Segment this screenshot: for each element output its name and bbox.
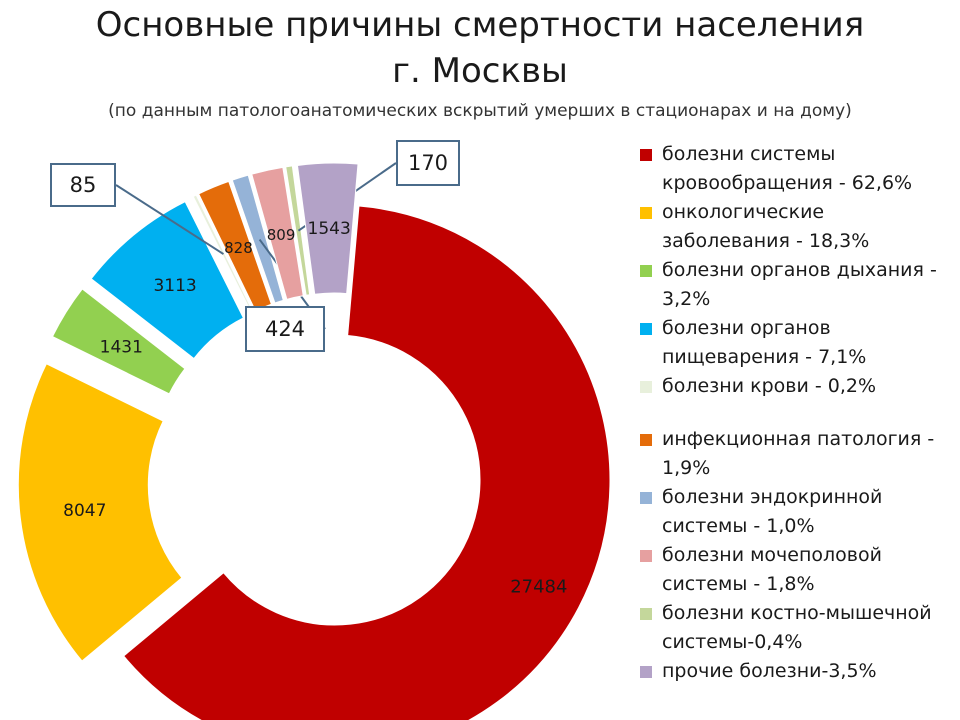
legend-label: болезни костно-мышечной системы-0,4% [662, 602, 932, 653]
chart-title-line-1: Основные причины смертности населения [95, 5, 865, 45]
callout-label-6: 424 [245, 306, 325, 352]
donut-slice-8 [285, 165, 311, 296]
chart-title: Основные причины смертности населения г.… [0, 2, 960, 94]
legend-item: инфекционная патология - 1,9% [640, 425, 955, 483]
chart-title-line-2: г. Москвы [392, 51, 568, 91]
legend-item: болезни мочеполовой системы - 1,8% [640, 541, 955, 599]
legend-label: онкологические заболевания - 18,3% [662, 201, 870, 252]
legend-label: прочие болезни-3,5% [662, 660, 877, 682]
donut-slice-7 [251, 166, 304, 300]
donut-slice-6 [231, 174, 284, 304]
legend-item: онкологические заболевания - 18,3% [640, 198, 955, 256]
callout-line-4 [115, 184, 224, 255]
legend-swatch [640, 550, 652, 562]
legend-label: болезни органов дыхания - 3,2% [662, 259, 937, 310]
legend-swatch [640, 207, 652, 219]
legend-item: болезни органов дыхания - 3,2% [640, 256, 955, 314]
legend-item: болезни костно-мышечной системы-0,4% [640, 599, 955, 657]
legend-item: прочие болезни-3,5% [640, 657, 955, 686]
legend-swatch [640, 381, 652, 393]
slice-label-7: 809 [267, 226, 296, 244]
chart-subtitle: (по данным патологоанатомических вскрыти… [108, 101, 852, 121]
legend-swatch [640, 492, 652, 504]
donut-slice-3 [90, 201, 245, 360]
legend-label: болезни эндокринной системы - 1,0% [662, 486, 883, 537]
legend-label: болезни органов пищеварения - 7,1% [662, 317, 867, 368]
legend-item: болезни крови - 0,2% [640, 372, 955, 401]
legend-label: инфекционная патология - 1,9% [662, 428, 935, 479]
callout-label-8: 170 [396, 140, 460, 186]
legend-item: болезни системы кровообращения - 62,6% [640, 140, 955, 198]
legend-item: болезни эндокринной системы - 1,0% [640, 483, 955, 541]
donut-slice-1 [17, 363, 183, 662]
slice-label-1: 8047 [63, 501, 106, 521]
legend-swatch [640, 265, 652, 277]
legend-swatch [640, 323, 652, 335]
legend-swatch [640, 434, 652, 446]
legend-item: болезни органов пищеварения - 7,1% [640, 314, 955, 372]
legend-swatch [640, 608, 652, 620]
legend-label: болезни системы кровообращения - 62,6% [662, 143, 913, 194]
donut-slice-0 [122, 205, 611, 720]
slice-label-9: 1543 [308, 219, 351, 239]
legend-label: болезни крови - 0,2% [662, 375, 877, 397]
chart-legend: болезни системы кровообращения - 62,6% он… [640, 140, 955, 686]
slice-label-0: 27484 [510, 577, 567, 598]
slice-label-5: 828 [224, 239, 253, 257]
legend-label: болезни мочеполовой системы - 1,8% [662, 544, 882, 595]
legend-swatch [640, 149, 652, 161]
donut-slice-9 [296, 162, 359, 295]
callout-label-4: 85 [50, 163, 116, 207]
slice-label-3: 3113 [153, 276, 196, 296]
slice-label-2: 1431 [100, 337, 143, 357]
legend-swatch [640, 666, 652, 678]
donut-slice-2 [51, 288, 186, 395]
